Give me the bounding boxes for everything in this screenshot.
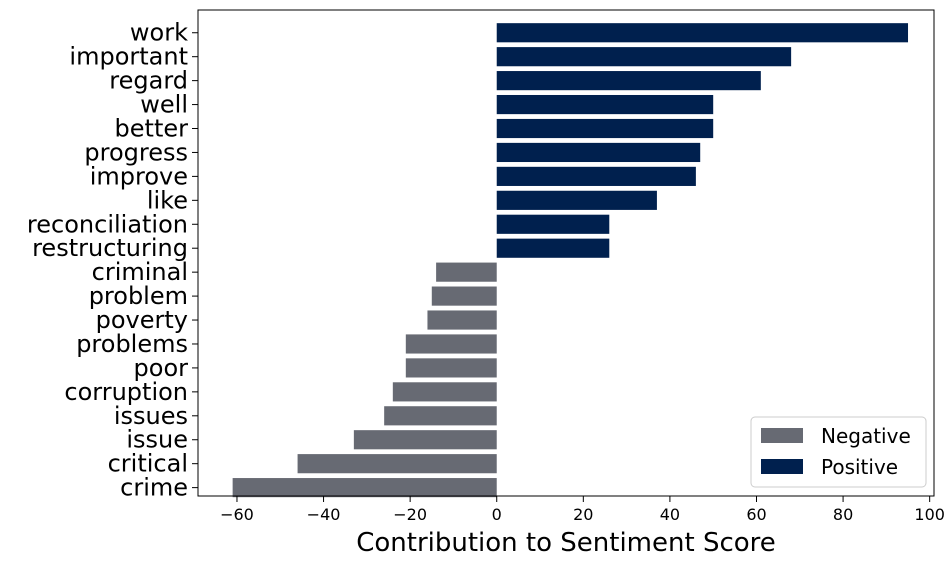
y-tick-label-crime: crime — [120, 474, 188, 502]
bars-layer — [232, 23, 909, 498]
x-tick-label: 40 — [660, 505, 680, 524]
bar-criminal — [436, 262, 497, 282]
y-tick-label-issues: issues — [114, 402, 188, 430]
x-tick-label: −40 — [307, 505, 341, 524]
bar-corruption — [392, 382, 497, 402]
bar-like — [496, 190, 657, 210]
legend: Negative Positive — [750, 416, 927, 488]
y-tick-label-work: work — [130, 19, 188, 47]
bar-issues — [384, 406, 497, 426]
bar-restructuring — [496, 238, 610, 258]
x-tick-label: 0 — [492, 505, 502, 524]
y-tick-label-progress: progress — [84, 138, 188, 166]
bar-well — [496, 94, 714, 115]
x-axis: −60 −40 −20 0 20 40 60 80 100 — [220, 496, 945, 524]
x-tick-label: 60 — [746, 505, 766, 524]
bar-crime — [232, 478, 497, 498]
legend-swatch-positive — [761, 459, 803, 474]
x-tick-label: 80 — [833, 505, 853, 524]
y-axis: workimportantregardwellbetterprogressimp… — [27, 19, 198, 502]
bar-improve — [496, 166, 696, 186]
legend-label-positive: Positive — [821, 455, 898, 479]
bar-problem — [431, 286, 497, 306]
legend-label-negative: Negative — [821, 424, 911, 448]
y-tick-label-problem: problem — [89, 282, 188, 310]
y-tick-label-critical: critical — [108, 450, 188, 478]
y-tick-label-improve: improve — [90, 162, 188, 190]
x-tick-label: 100 — [914, 505, 945, 524]
y-tick-label-issue: issue — [126, 426, 188, 454]
y-tick-label-reconciliation: reconciliation — [27, 210, 188, 238]
x-tick-label: −20 — [393, 505, 427, 524]
bar-poor — [405, 358, 497, 378]
bar-better — [496, 118, 714, 139]
bar-critical — [297, 454, 497, 474]
x-tick-label: −60 — [220, 505, 254, 524]
bar-reconciliation — [496, 214, 610, 234]
y-tick-label-poor: poor — [134, 354, 189, 382]
bar-problems — [405, 334, 497, 354]
y-tick-label-important: important — [69, 43, 188, 71]
y-tick-label-corruption: corruption — [64, 378, 188, 406]
legend-swatch-negative — [761, 428, 803, 443]
plot-frame — [197, 9, 935, 497]
x-axis-title: Contribution to Sentiment Score — [356, 528, 776, 558]
y-tick-label-criminal: criminal — [92, 258, 188, 286]
bar-issue — [353, 430, 497, 450]
bar-regard — [496, 71, 761, 91]
y-tick-label-problems: problems — [76, 330, 188, 358]
y-tick-label-restructuring: restructuring — [32, 234, 188, 262]
y-tick-label-well: well — [140, 91, 188, 119]
y-tick-label-regard: regard — [109, 67, 188, 95]
y-tick-label-poverty: poverty — [96, 306, 188, 334]
bar-poverty — [427, 310, 497, 330]
bar-important — [496, 47, 792, 67]
bar-progress — [496, 142, 701, 163]
bar-work — [496, 23, 909, 43]
y-tick-label-better: better — [115, 115, 189, 143]
x-tick-label: 20 — [573, 505, 593, 524]
y-tick-label-like: like — [147, 186, 188, 214]
